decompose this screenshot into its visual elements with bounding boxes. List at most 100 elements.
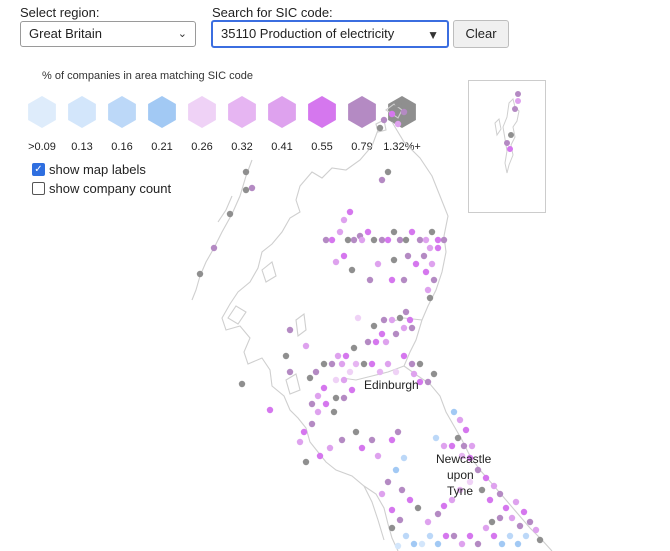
- hex-cell[interactable]: [406, 316, 414, 324]
- hex-cell[interactable]: [388, 276, 396, 284]
- hex-cell[interactable]: [374, 452, 382, 460]
- hex-cell[interactable]: [522, 532, 530, 540]
- hex-cell[interactable]: [390, 256, 398, 264]
- hex-cell[interactable]: [196, 270, 204, 278]
- hex-cell[interactable]: [434, 244, 442, 252]
- hex-cell[interactable]: [302, 342, 310, 350]
- hex-cell[interactable]: [456, 416, 464, 424]
- hex-cell[interactable]: [352, 360, 360, 368]
- hex-cell[interactable]: [496, 490, 504, 498]
- hex-cell[interactable]: [430, 370, 438, 378]
- hex-cell[interactable]: [286, 368, 294, 376]
- hex-cell[interactable]: [396, 236, 404, 244]
- hex-cell[interactable]: [390, 228, 398, 236]
- hex-cell[interactable]: [210, 244, 218, 252]
- hex-cell[interactable]: [400, 108, 408, 116]
- hex-cell[interactable]: [396, 314, 404, 322]
- hex-cell[interactable]: [404, 252, 412, 260]
- hex-cell[interactable]: [400, 324, 408, 332]
- hex-cell[interactable]: [308, 420, 316, 428]
- hex-cell[interactable]: [306, 374, 314, 382]
- hex-cell[interactable]: [332, 376, 340, 384]
- hex-cell[interactable]: [508, 514, 516, 522]
- hex-cell[interactable]: [392, 466, 400, 474]
- hex-cell[interactable]: [418, 540, 426, 548]
- hex-cell[interactable]: [380, 316, 388, 324]
- hex-cell[interactable]: [348, 386, 356, 394]
- hex-cell[interactable]: [502, 504, 510, 512]
- hex-cell[interactable]: [302, 458, 310, 466]
- hex-cell[interactable]: [496, 514, 504, 522]
- hex-cell[interactable]: [536, 536, 544, 544]
- hex-cell[interactable]: [248, 184, 256, 192]
- hex-cell[interactable]: [482, 524, 490, 532]
- hex-cell[interactable]: [448, 442, 456, 450]
- hex-cell[interactable]: [388, 524, 396, 532]
- hex-cell[interactable]: [428, 228, 436, 236]
- hex-cell[interactable]: [242, 186, 250, 194]
- hex-cell[interactable]: [498, 540, 506, 548]
- hex-cell[interactable]: [466, 454, 474, 462]
- hex-cell[interactable]: [456, 486, 464, 494]
- hex-cell[interactable]: [426, 244, 434, 252]
- hex-cell[interactable]: [506, 532, 514, 540]
- hex-cell[interactable]: [376, 368, 384, 376]
- hex-cell[interactable]: [316, 452, 324, 460]
- hex-cell[interactable]: [520, 508, 528, 516]
- hex-cell[interactable]: [466, 478, 474, 486]
- hex-cell[interactable]: [314, 392, 322, 400]
- hex-cell[interactable]: [402, 308, 410, 316]
- hex-cell[interactable]: [426, 294, 434, 302]
- hex-cell[interactable]: [340, 216, 348, 224]
- hex-cell[interactable]: [474, 540, 482, 548]
- hex-cell[interactable]: [368, 360, 376, 368]
- hex-cell[interactable]: [398, 486, 406, 494]
- hex-cell[interactable]: [312, 368, 320, 376]
- hex-cell[interactable]: [408, 324, 416, 332]
- hex-cell[interactable]: [384, 236, 392, 244]
- hex-cell[interactable]: [226, 210, 234, 218]
- hex-cell[interactable]: [416, 236, 424, 244]
- hex-cell[interactable]: [434, 540, 442, 548]
- hex-cell[interactable]: [392, 368, 400, 376]
- hex-cell[interactable]: [448, 496, 456, 504]
- hex-cell[interactable]: [410, 370, 418, 378]
- hex-cell[interactable]: [378, 236, 386, 244]
- hex-cell[interactable]: [322, 400, 330, 408]
- hex-cell[interactable]: [412, 260, 420, 268]
- sic-search-input[interactable]: 35110 Production of electricity ▼: [211, 20, 449, 48]
- hex-cell[interactable]: [394, 428, 402, 436]
- hex-cell[interactable]: [434, 236, 442, 244]
- hex-cell[interactable]: [516, 522, 524, 530]
- hex-cell[interactable]: [434, 510, 442, 518]
- hex-cell[interactable]: [388, 110, 396, 118]
- hex-cell[interactable]: [340, 376, 348, 384]
- region-select[interactable]: Great Britain ⌄: [20, 21, 196, 47]
- hex-cell[interactable]: [332, 258, 340, 266]
- hex-cell[interactable]: [238, 380, 246, 388]
- hex-cell[interactable]: [408, 360, 416, 368]
- hex-cell[interactable]: [396, 516, 404, 524]
- show-company-count-checkbox[interactable]: show company count: [32, 181, 171, 196]
- hex-cell[interactable]: [526, 518, 534, 526]
- hex-cell[interactable]: [454, 434, 462, 442]
- hex-cell[interactable]: [402, 532, 410, 540]
- hex-cell[interactable]: [366, 276, 374, 284]
- hex-cell[interactable]: [378, 330, 386, 338]
- hex-cell[interactable]: [374, 260, 382, 268]
- hex-cell[interactable]: [532, 526, 540, 534]
- hex-cell[interactable]: [344, 236, 352, 244]
- hex-cell[interactable]: [320, 360, 328, 368]
- hex-cell[interactable]: [416, 378, 424, 386]
- hex-cell[interactable]: [514, 540, 522, 548]
- hex-cell[interactable]: [370, 236, 378, 244]
- hex-cell[interactable]: [416, 360, 424, 368]
- hex-cell[interactable]: [378, 176, 386, 184]
- hex-cell[interactable]: [286, 326, 294, 334]
- hex-cell[interactable]: [478, 486, 486, 494]
- hex-cell[interactable]: [384, 168, 392, 176]
- hex-cell[interactable]: [406, 496, 414, 504]
- hex-cell[interactable]: [364, 228, 372, 236]
- hex-cell[interactable]: [342, 352, 350, 360]
